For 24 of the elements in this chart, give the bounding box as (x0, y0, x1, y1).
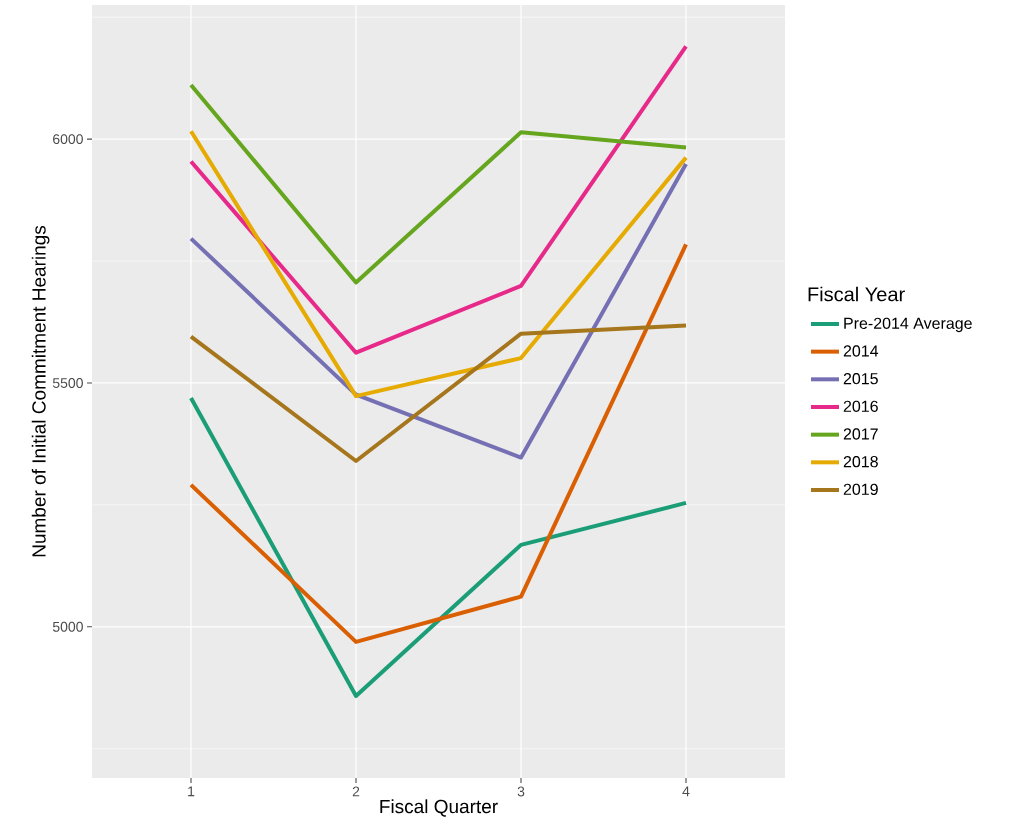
legend-label: 2018 (843, 456, 878, 468)
line-series (189, 323, 688, 463)
y-tick-label: 5500 (52, 377, 83, 388)
line-series (189, 82, 688, 285)
line-series (189, 161, 688, 460)
legend-title: Fiscal Year (808, 286, 905, 302)
x-tick-label: 4 (682, 786, 690, 797)
legend-label: 2016 (843, 400, 878, 412)
x-tick-label: 2 (352, 786, 360, 797)
y-axis-title: Number of Initial Commitment Hearings (31, 225, 50, 557)
y-tick-label: 5000 (52, 621, 83, 632)
line-series (189, 129, 688, 399)
legend-label: 2015 (843, 372, 878, 385)
legend-label: 2019 (843, 483, 878, 495)
x-tick-label: 3 (517, 786, 525, 797)
legend-label: Pre-2014 Average (844, 317, 972, 333)
x-tick-label: 1 (188, 786, 195, 797)
y-tick-label: 6000 (53, 134, 83, 145)
line-series (189, 44, 688, 355)
line-series (189, 396, 688, 699)
legend-label: 2017 (843, 428, 878, 440)
x-axis-title: Fiscal Quarter (380, 799, 498, 817)
line-series (189, 242, 688, 644)
legend-label: 2014 (843, 345, 879, 357)
